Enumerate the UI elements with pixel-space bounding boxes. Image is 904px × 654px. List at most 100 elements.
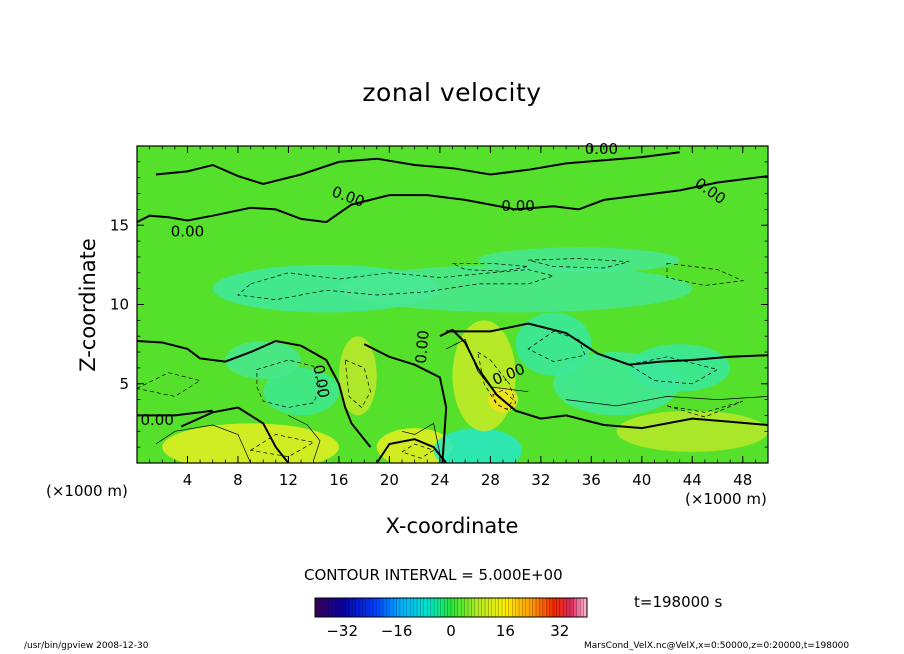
- colorbar-segment: [454, 598, 459, 617]
- field-blob: [629, 344, 731, 392]
- colorbar-segment: [400, 598, 404, 617]
- colorbar-segment: [502, 598, 506, 617]
- colorbar-segment: [573, 598, 578, 617]
- contour-line-zero: [439, 328, 768, 430]
- x-tick-label: 44: [683, 471, 702, 489]
- colorbar-segment: [349, 598, 353, 617]
- colorbar-segment: [417, 598, 421, 617]
- field-blob: [515, 312, 592, 376]
- colorbar-tick-label: 0: [446, 622, 456, 640]
- colorbar-segment: [464, 598, 469, 617]
- colorbar-segment: [335, 598, 340, 617]
- y-axis-ticks: 5 10 15: [110, 145, 768, 464]
- colorbar-segment: [559, 598, 564, 617]
- contour-line-positive: [401, 422, 441, 454]
- colorbar-segment: [406, 598, 411, 617]
- colorbar-segment: [321, 598, 326, 617]
- y-tick-label: 5: [119, 375, 129, 393]
- contour-label: 0.00: [585, 140, 618, 158]
- chart-title: zonal velocity: [362, 78, 542, 107]
- colorbar-segment: [369, 598, 374, 617]
- colorbar-segment: [522, 598, 527, 617]
- colorbar-segment: [468, 598, 472, 617]
- colorbar-segment: [430, 598, 435, 617]
- time-label: t=198000 s: [634, 593, 723, 611]
- colorbar: −32 −16 0 16 32: [314, 597, 588, 640]
- colorbar-frame: [314, 597, 588, 618]
- colorbar-segment: [566, 598, 571, 617]
- colorbar-segment: [434, 598, 438, 617]
- contour-line-zero: [137, 339, 372, 448]
- contour-line-positive: [566, 396, 768, 407]
- field-blob: [433, 428, 522, 463]
- x-tick-label: 40: [632, 471, 651, 489]
- colorbar-segment: [536, 598, 540, 617]
- x-tick-label: 24: [430, 471, 449, 489]
- colorbar-segment: [362, 598, 367, 617]
- colorbar-segment: [427, 598, 431, 617]
- field-blob: [477, 247, 680, 273]
- colorbar-segment: [515, 598, 520, 617]
- contour-line-zero: [137, 409, 213, 417]
- contour-line-positive: [155, 424, 251, 463]
- contour-line-negative: [477, 351, 516, 412]
- colorbar-segment: [338, 598, 343, 617]
- field-blob: [338, 264, 693, 313]
- x-tick-label: 36: [582, 471, 601, 489]
- contour-line-zero: [137, 175, 768, 224]
- colorbar-segment: [488, 598, 493, 617]
- contour-line-zero: [375, 438, 447, 463]
- contour-label: 0.00: [412, 329, 433, 364]
- colorbar-segment: [332, 598, 336, 617]
- colorbar-segment: [437, 598, 442, 617]
- colorbar-tick-label: 16: [496, 622, 515, 640]
- contour-line-zero: [446, 322, 768, 366]
- contour-line-negative: [528, 258, 630, 269]
- contour-lines: [137, 151, 768, 463]
- footer-left: /usr/bin/gpview 2008-12-30: [24, 641, 149, 651]
- colorbar-segment: [553, 598, 557, 617]
- colorbar-segment: [423, 598, 428, 617]
- colorbar-segment: [345, 598, 350, 617]
- colorbar-segment: [328, 598, 333, 617]
- contour-line-negative: [492, 389, 514, 410]
- colorbar-segment: [498, 598, 503, 617]
- colorbar-segment: [410, 598, 414, 617]
- colorbar-tick-label: −32: [326, 622, 358, 640]
- contour-interval-label: CONTOUR INTERVAL = 5.000E+00: [304, 566, 563, 584]
- colorbar-tick-label: −16: [381, 622, 413, 640]
- contour-line-zero: [363, 343, 448, 463]
- colorbar-segment: [372, 598, 377, 617]
- contour-line-negative: [237, 269, 555, 301]
- colorbar-segment: [508, 598, 513, 617]
- colorbar-segment: [355, 598, 360, 617]
- contour-line-negative: [344, 359, 371, 409]
- contour-label: 0.00: [501, 197, 534, 215]
- field-blob: [263, 367, 339, 416]
- colorbar-segment: [539, 598, 544, 617]
- colorbar-segment: [325, 598, 329, 617]
- x-tick-label: 32: [531, 471, 550, 489]
- contour-label: 0.00: [140, 411, 173, 429]
- colorbar-segment: [447, 598, 452, 617]
- colorbar-segment: [556, 598, 561, 617]
- colorbar-segment: [444, 598, 448, 617]
- colorbar-segment: [474, 598, 479, 617]
- x-axis-label: X-coordinate: [385, 514, 519, 538]
- contour-label: 0.00: [309, 363, 333, 399]
- field-blob: [338, 336, 377, 416]
- colorbar-segment: [457, 598, 462, 617]
- colorbar-segment: [352, 598, 357, 617]
- x-unit-label-left: (×1000 m): [46, 482, 128, 500]
- colorbar-segment: [396, 598, 401, 617]
- contour-line-negative: [666, 262, 745, 286]
- colorbar-segment: [519, 598, 523, 617]
- colorbar-segment: [532, 598, 537, 617]
- x-tick-label: 20: [380, 471, 399, 489]
- field-blob: [376, 428, 453, 463]
- colorbar-segment: [549, 598, 554, 617]
- colorbar-segment: [359, 598, 363, 617]
- colorbar-segment: [389, 598, 394, 617]
- colorbar-segment: [570, 598, 574, 617]
- colorbar-segment: [491, 598, 496, 617]
